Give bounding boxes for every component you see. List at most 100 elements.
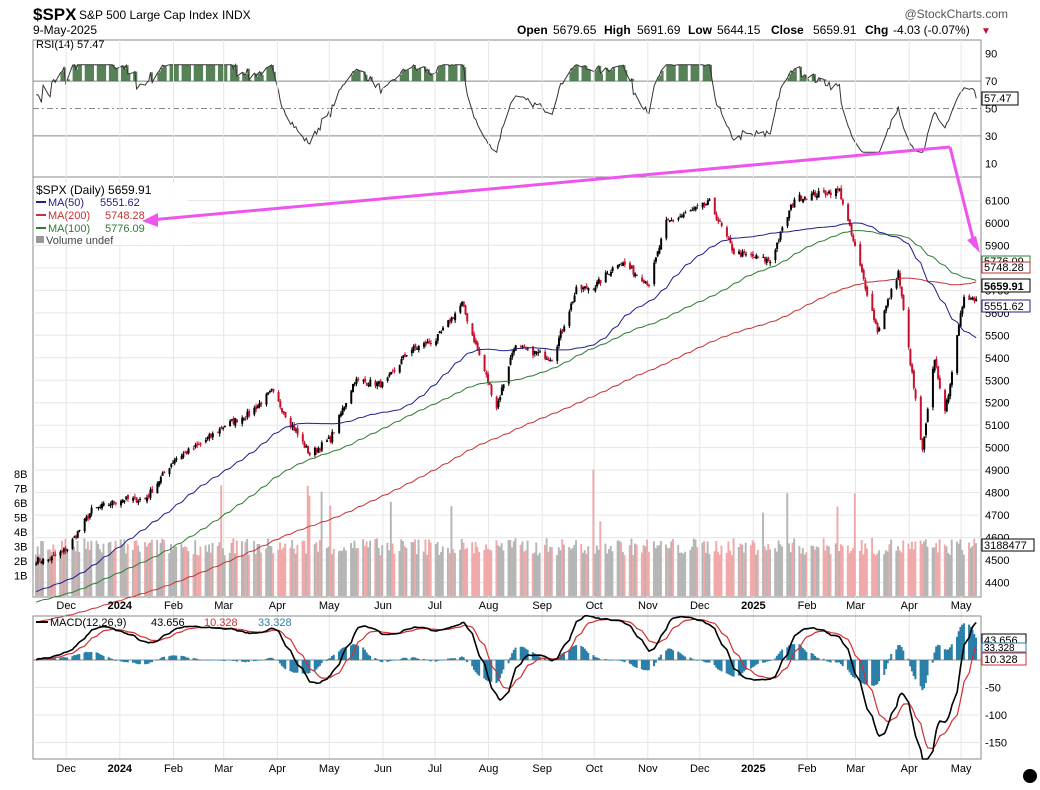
- candle-body: [838, 188, 841, 191]
- volume-bar: [957, 543, 960, 596]
- macd-histogram-bar: [315, 660, 318, 670]
- candle-body: [234, 418, 237, 426]
- macd-histogram-bar: [194, 658, 197, 660]
- volume-last-box: [981, 538, 1035, 552]
- macd-histogram-bar: [438, 660, 441, 661]
- volume-tick-label: 2B: [14, 556, 27, 568]
- volume-bar: [175, 546, 178, 596]
- macd-histogram-bar: [694, 660, 697, 661]
- volume-bar: [512, 541, 515, 596]
- candle-body: [151, 488, 154, 493]
- chart-date: 9-May-2025: [33, 23, 97, 37]
- macd-histogram-bar: [453, 658, 456, 660]
- macd-histogram-bar: [670, 649, 673, 660]
- candle-body: [717, 219, 720, 222]
- macd-histogram-bar: [924, 660, 927, 684]
- candle-body: [828, 191, 831, 194]
- volume-bar: [793, 538, 796, 596]
- candle-body: [829, 192, 832, 196]
- macd-histogram-bar: [962, 623, 965, 660]
- volume-bar: [170, 543, 172, 596]
- volume-bar: [393, 553, 396, 596]
- candle-body: [64, 548, 67, 552]
- volume-bar: [713, 551, 716, 596]
- volume-bar: [537, 555, 539, 596]
- candle-body: [744, 254, 747, 256]
- candle-body: [777, 240, 780, 242]
- macd-histogram-bar: [102, 655, 105, 660]
- candle-body: [519, 346, 522, 348]
- macd-histogram-bar: [355, 644, 358, 660]
- macd-histogram-bar: [260, 660, 263, 661]
- macd-histogram-bar: [209, 660, 212, 661]
- candle-body: [897, 271, 900, 280]
- candle-body: [840, 188, 843, 200]
- x-tick-label: 2024: [108, 763, 133, 775]
- macd-histogram-bar: [497, 660, 500, 682]
- candle-body: [973, 297, 976, 302]
- volume-bar: [150, 539, 153, 596]
- macd-histogram-bar: [107, 657, 110, 660]
- macd-histogram-bar: [834, 660, 837, 663]
- candle-body: [414, 344, 417, 348]
- candle-body: [488, 382, 491, 385]
- macd-histogram-bar: [677, 651, 680, 660]
- candle-body: [135, 497, 138, 503]
- candle-body: [654, 257, 657, 262]
- volume-bar: [708, 553, 711, 596]
- candle-body: [684, 212, 687, 214]
- volume-bar: [173, 546, 176, 596]
- volume-bar: [478, 552, 481, 596]
- volume-bar: [604, 543, 607, 596]
- macd-histogram-bar: [452, 658, 455, 660]
- volume-bar: [680, 552, 683, 596]
- volume-bar: [410, 542, 413, 596]
- volume-bar: [206, 551, 209, 596]
- price-tick-label: 5500: [985, 330, 1009, 342]
- candle-body: [126, 494, 129, 499]
- candle-body: [326, 440, 329, 442]
- volume-bar: [789, 552, 792, 596]
- volume-bar: [339, 550, 342, 596]
- macd-histogram-bar: [488, 660, 491, 682]
- candle-body: [485, 372, 488, 375]
- volume-bar: [703, 541, 706, 596]
- candle-body: [959, 313, 962, 327]
- macd-histogram-bar: [737, 660, 740, 676]
- macd-histogram-bar: [621, 660, 624, 662]
- macd-histogram-bar: [706, 660, 709, 663]
- macd-histogram-bar: [521, 646, 524, 660]
- chg-value: -4.03 (-0.07%): [893, 23, 970, 37]
- candle-body: [211, 433, 214, 438]
- volume-bar: [950, 539, 953, 596]
- macd-histogram-bar: [957, 631, 960, 660]
- volume-bar: [846, 545, 849, 596]
- x-tick-label: May: [951, 763, 972, 775]
- candle-body: [800, 196, 803, 201]
- candle-body: [345, 402, 348, 407]
- symbol: $SPX: [33, 5, 77, 24]
- volume-bar: [561, 539, 564, 596]
- volume-bar: [575, 540, 578, 596]
- macd-histogram-bar: [486, 660, 489, 682]
- volume-bar: [779, 544, 782, 596]
- volume-bar: [659, 540, 662, 596]
- volume-bar: [973, 538, 976, 596]
- macd-histogram-bar: [704, 660, 707, 663]
- macd-histogram-bar: [112, 659, 115, 661]
- candle-body: [888, 298, 891, 300]
- volume-bar: [126, 543, 129, 596]
- macd-histogram-bar: [947, 649, 950, 660]
- volume-bar: [907, 543, 910, 596]
- macd-histogram-bar: [100, 654, 103, 660]
- macd-histogram-bar: [623, 660, 626, 663]
- volume-bar: [557, 547, 560, 596]
- macd-histogram-bar: [206, 659, 209, 661]
- macd-histogram-bar: [507, 660, 510, 664]
- volume-bar: [38, 554, 41, 596]
- macd-histogram-bar: [658, 657, 661, 660]
- volume-bar: [228, 552, 231, 596]
- close-label: Close: [771, 23, 804, 37]
- candle-body: [776, 242, 779, 249]
- candle-body: [320, 442, 323, 451]
